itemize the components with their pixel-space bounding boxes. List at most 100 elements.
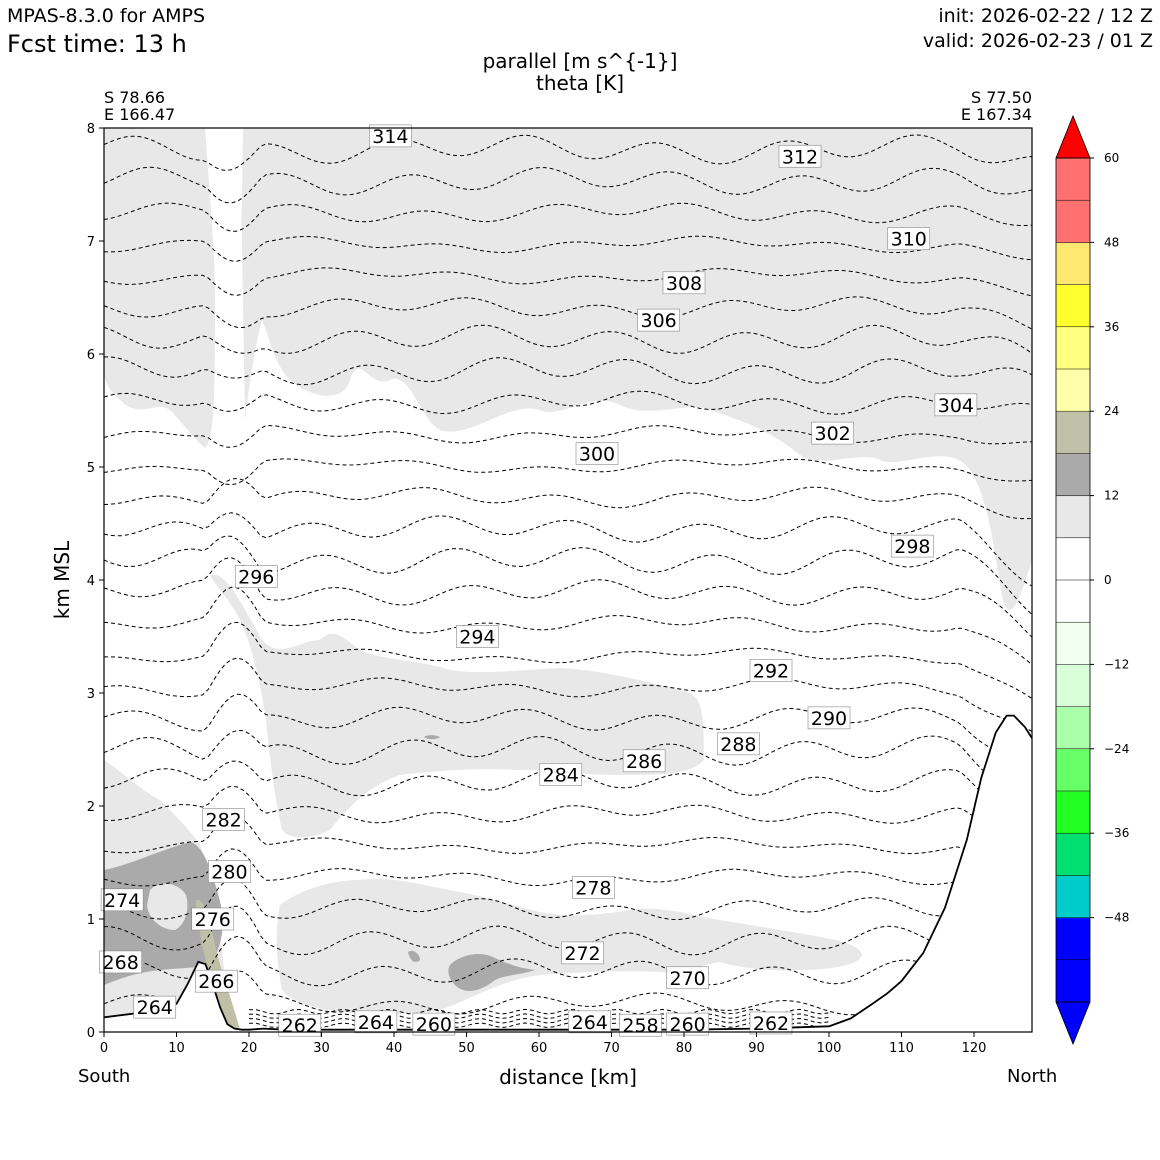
x-tick-label: 100	[817, 1041, 842, 1056]
svg-text:280: 280	[211, 862, 247, 884]
y-tick-label: 4	[87, 574, 95, 589]
contour-label: 280	[208, 860, 251, 884]
svg-text:310: 310	[891, 229, 927, 251]
theta-contour-line	[104, 785, 1032, 861]
x-tick-label: 60	[531, 1041, 548, 1056]
theta-contour-line	[104, 935, 1032, 1006]
x-tick-label: 70	[603, 1041, 620, 1056]
theta-contour-line	[104, 235, 1032, 262]
theta-contour-line	[104, 657, 1032, 732]
x-tick-label: 90	[748, 1041, 765, 1056]
svg-text:312: 312	[782, 146, 818, 168]
y-tick-label: 5	[87, 461, 95, 476]
colorbar-tick-label: 24	[1104, 404, 1119, 418]
contour-label: 268	[99, 950, 142, 974]
colorbar-tick-label: −48	[1104, 911, 1129, 925]
shading-olive	[196, 899, 240, 1030]
contour-label: 306	[637, 308, 680, 332]
theta-contour-line	[104, 296, 1032, 330]
y-tick-label: 6	[87, 348, 95, 363]
theta-contour-line	[248, 1013, 830, 1019]
svg-text:268: 268	[103, 952, 139, 974]
svg-text:290: 290	[811, 708, 847, 730]
svg-text:276: 276	[195, 909, 231, 931]
theta-contour-line	[104, 815, 1032, 894]
svg-text:262: 262	[282, 1015, 318, 1037]
shading-light-mid	[210, 574, 704, 838]
colorbar-band	[1056, 411, 1090, 454]
colorbar-tick-label: 0	[1104, 573, 1112, 587]
svg-text:262: 262	[753, 1013, 789, 1035]
right-corner-lon: E 167.34	[960, 105, 1032, 124]
theta-contour-line	[104, 970, 1032, 1032]
model-name: MPAS-8.3.0 for AMPS	[7, 5, 206, 27]
theta-contour-line	[104, 729, 1032, 796]
colorbar-tick-label: 36	[1104, 320, 1119, 334]
y-axis-ticks: 0 1 2 3 4 5 6 7 8	[87, 122, 104, 1041]
colorbar-band	[1056, 200, 1090, 243]
colorbar-tick-label: −12	[1104, 657, 1129, 671]
theta-contour-line	[104, 390, 1032, 415]
svg-text:272: 272	[564, 943, 600, 965]
init-time: init: 2026-02-22 / 12 Z	[938, 5, 1153, 27]
colorbar-band	[1056, 495, 1090, 539]
svg-text:302: 302	[814, 423, 850, 445]
colorbar-over-arrow	[1055, 114, 1091, 159]
theta-contour-line	[104, 586, 1032, 665]
svg-text:298: 298	[894, 536, 930, 558]
contour-label: 262	[278, 1013, 322, 1037]
svg-text:294: 294	[459, 627, 495, 649]
svg-text:282: 282	[205, 810, 241, 832]
colorbar-tick-label: −36	[1104, 826, 1129, 840]
chart-title-line2: theta [K]	[536, 71, 624, 95]
colorbar-tick-label: 48	[1104, 235, 1119, 249]
colorbar-band	[1056, 833, 1090, 876]
terrain-fill	[104, 715, 1032, 1032]
svg-text:264: 264	[358, 1012, 394, 1034]
colorbar-tick-label: −24	[1104, 742, 1129, 756]
contour-label: 264	[133, 995, 177, 1019]
contour-label: 274	[100, 888, 144, 912]
theta-contour-line	[104, 848, 1032, 928]
theta-contour-line	[104, 356, 1032, 386]
colorbar-band	[1056, 917, 1090, 961]
contour-label: 270	[666, 966, 709, 990]
colorbar-band	[1056, 580, 1090, 623]
svg-text:314: 314	[372, 126, 408, 148]
svg-text:270: 270	[669, 968, 705, 990]
contour-label: 298	[891, 534, 934, 558]
colorbar-band	[1056, 242, 1090, 286]
colorbar-band	[1056, 369, 1090, 412]
svg-text:260: 260	[416, 1014, 452, 1036]
contour-label: 312	[778, 144, 822, 168]
theta-contour-line	[104, 166, 1032, 204]
x-tick-label: 0	[100, 1041, 108, 1056]
contour-label: 264	[568, 1010, 612, 1034]
colorbar-band	[1056, 158, 1090, 201]
theta-contour-line	[248, 1017, 830, 1024]
theta-contour-line	[248, 1022, 830, 1029]
theta-contour-line	[104, 324, 1032, 354]
x-tick-label: 50	[458, 1041, 475, 1056]
colorbar-band	[1056, 622, 1090, 665]
contour-label: 258	[619, 1013, 662, 1037]
svg-text:284: 284	[543, 764, 579, 786]
theta-contour-line	[104, 905, 1032, 980]
svg-text:292: 292	[753, 660, 789, 682]
theta-contour-line	[104, 134, 1032, 172]
theta-contour-line	[104, 760, 1032, 830]
theta-contour-labels: 314 312 310 308 306 304 302 300 298 296 294 292 290 2…	[99, 124, 978, 1037]
contour-label: 302	[811, 421, 854, 445]
colorbar-band	[1056, 875, 1090, 919]
colorbar-band	[1056, 664, 1090, 708]
theta-contour-line	[104, 693, 1032, 763]
contour-label: 314	[369, 124, 412, 148]
y-tick-label: 0	[87, 1026, 95, 1041]
colorbar-tick-label: 12	[1104, 489, 1119, 503]
colorbar: −48 −36 −24 −12 0 12 24 36 48 60	[1055, 114, 1129, 1046]
svg-text:274: 274	[104, 890, 140, 912]
contour-label: 294	[456, 625, 499, 649]
left-corner-lat: S 78.66	[104, 88, 166, 107]
contour-label: 288	[717, 732, 760, 756]
